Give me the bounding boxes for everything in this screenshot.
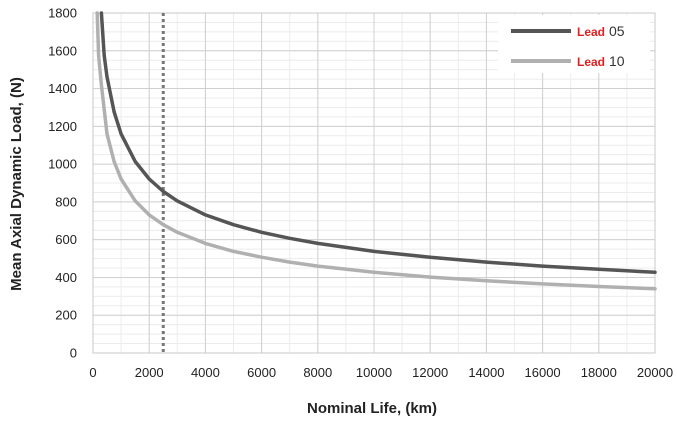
legend-label: Lead 05 <box>577 23 625 39</box>
x-tick-label: 12000 <box>412 365 448 380</box>
legend-label-number: 10 <box>609 53 625 69</box>
series-line-1 <box>99 11 657 275</box>
x-tick-label: 0 <box>89 365 96 380</box>
legend-label-number: 05 <box>609 23 625 39</box>
y-tick-label: 0 <box>70 346 77 361</box>
plot-border <box>92 12 656 354</box>
y-axis-title: Mean Axial Dynamic Load, (N) <box>8 77 25 291</box>
y-tick-label: 200 <box>55 308 77 323</box>
x-tick-label: 8000 <box>303 365 332 380</box>
legend: Lead 05 Lead 10 <box>498 15 650 73</box>
legend-label-prefix: Lead <box>577 25 605 39</box>
y-tick-label: 800 <box>55 194 77 209</box>
y-tick-label: 1800 <box>48 6 77 21</box>
series-line-2 <box>95 11 657 291</box>
x-tick-labels: 0 2000 4000 6000 8000 10000 12000 14000 16000 180… <box>89 365 673 380</box>
x-tick-label: 4000 <box>191 365 220 380</box>
series-layer <box>95 11 657 291</box>
x-tick-label: 16000 <box>525 365 561 380</box>
plot-frame <box>92 12 656 354</box>
y-tick-label: 1400 <box>48 81 77 96</box>
x-tick-label: 2000 <box>135 365 164 380</box>
y-tick-label: 1600 <box>48 43 77 58</box>
y-tick-labels: 0 200 400 600 800 1000 1200 1400 1600 1800 <box>48 6 77 361</box>
x-tick-label: 6000 <box>247 365 276 380</box>
x-tick-label: 14000 <box>468 365 504 380</box>
y-tick-label: 1200 <box>48 119 77 134</box>
y-tick-label: 400 <box>55 270 77 285</box>
y-tick-label: 1000 <box>48 157 77 172</box>
x-tick-label: 20000 <box>637 365 673 380</box>
legend-label-prefix: Lead <box>577 55 605 69</box>
legend-box <box>498 15 650 73</box>
x-tick-label: 18000 <box>581 365 617 380</box>
x-tick-label: 10000 <box>356 365 392 380</box>
y-tick-label: 600 <box>55 232 77 247</box>
legend-label: Lead 10 <box>577 53 625 69</box>
x-axis-title: Nominal Life, (km) <box>307 400 437 417</box>
